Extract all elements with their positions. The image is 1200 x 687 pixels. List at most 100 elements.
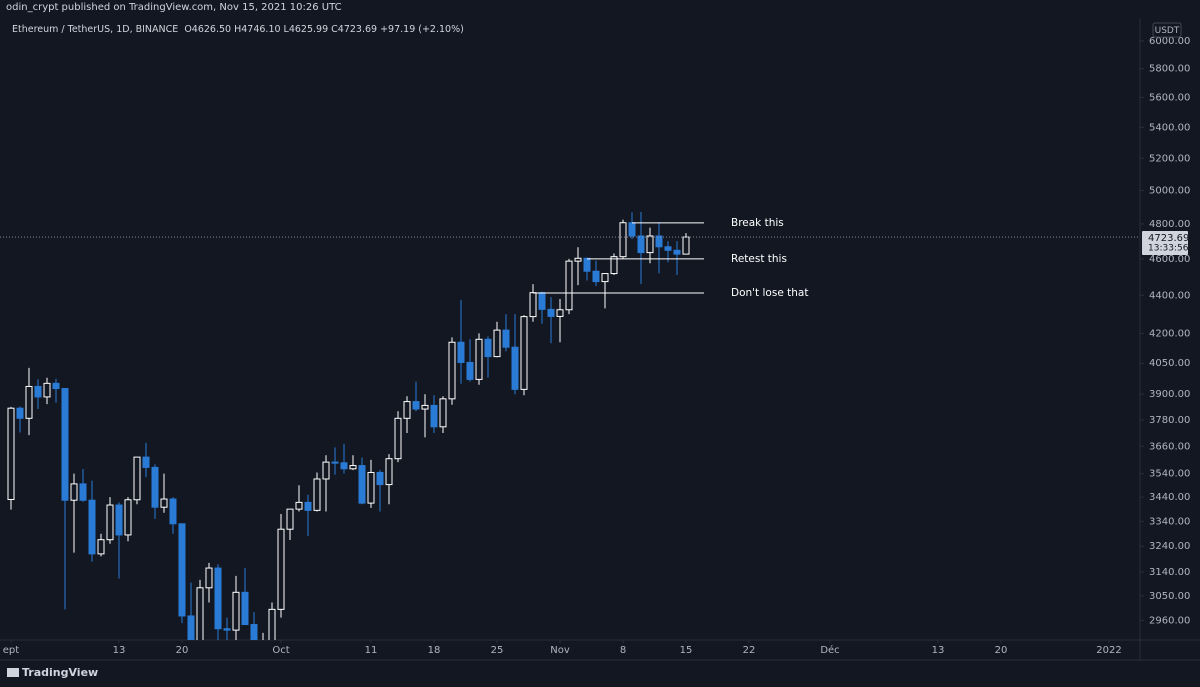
candle-up bbox=[196, 587, 204, 640]
annotation: Break this bbox=[731, 217, 784, 229]
candle-down bbox=[583, 257, 591, 272]
x-tick-label: 20 bbox=[995, 645, 1008, 656]
candle-down bbox=[250, 624, 258, 640]
y-tick-label: 3900.00 bbox=[1149, 389, 1190, 400]
x-tick-label: Déc bbox=[820, 644, 839, 656]
candle-down bbox=[358, 465, 366, 504]
candle-up bbox=[421, 404, 429, 410]
candle-up bbox=[520, 316, 528, 390]
y-tick-label: 5200.00 bbox=[1149, 153, 1190, 164]
y-tick-label: 5400.00 bbox=[1149, 122, 1190, 133]
candle-down bbox=[430, 404, 438, 428]
y-tick-label: 3780.00 bbox=[1149, 415, 1190, 426]
ohlc-value: 4723.69 bbox=[337, 24, 378, 35]
candle-down bbox=[88, 499, 96, 555]
candle-down bbox=[61, 388, 69, 501]
candle-up bbox=[439, 398, 447, 428]
candle-down bbox=[628, 222, 636, 237]
plot bbox=[0, 212, 1140, 640]
candle-down bbox=[592, 270, 600, 283]
ohlc-value: 4746.10 bbox=[241, 24, 281, 35]
currency-box bbox=[1152, 22, 1182, 38]
candle-down bbox=[79, 483, 87, 501]
y-tick-label: 3340.00 bbox=[1149, 516, 1190, 527]
candle-up bbox=[601, 273, 609, 283]
candle-down bbox=[511, 346, 519, 390]
candle-up bbox=[286, 508, 294, 530]
candle-down bbox=[340, 462, 348, 470]
candle-down bbox=[241, 591, 249, 626]
candle-down bbox=[457, 341, 465, 363]
y-tick-label: 3660.00 bbox=[1149, 441, 1190, 452]
x-tick-label: 11 bbox=[365, 645, 378, 656]
candle-up bbox=[25, 385, 33, 419]
candle-up bbox=[493, 329, 501, 358]
candle-down bbox=[115, 504, 123, 536]
candle-up bbox=[448, 341, 456, 400]
x-tick-label: 8 bbox=[620, 645, 626, 656]
candle-up bbox=[106, 504, 114, 541]
x-tick-label: ept bbox=[3, 645, 20, 656]
candle-down bbox=[223, 628, 231, 631]
y-tick-label: 4200.00 bbox=[1149, 328, 1190, 339]
last-price-label: 4723.69 bbox=[1148, 233, 1189, 244]
x-tick-label: 2022 bbox=[1096, 645, 1121, 656]
candle-up bbox=[43, 382, 51, 398]
candle-up bbox=[529, 292, 537, 318]
x-tick-label: 22 bbox=[743, 645, 756, 656]
y-tick-label: 6000.00 bbox=[1149, 36, 1190, 47]
ohlc-value: 4626.50 bbox=[191, 24, 232, 35]
candle-down bbox=[664, 246, 672, 251]
ohlc-label: L bbox=[283, 24, 289, 35]
candle-down bbox=[52, 382, 60, 390]
candle-down bbox=[673, 249, 681, 255]
x-tick-label: 20 bbox=[176, 645, 189, 656]
last-price-box bbox=[1142, 231, 1188, 256]
currency: USDT bbox=[1155, 26, 1180, 36]
x-tick-label: 13 bbox=[932, 645, 945, 656]
candle-down bbox=[142, 456, 150, 468]
candle-up bbox=[556, 309, 564, 317]
candle-down bbox=[412, 401, 420, 410]
candle-up bbox=[574, 257, 582, 262]
candle-down bbox=[466, 361, 474, 380]
candle-down bbox=[304, 501, 312, 511]
y-tick-label: 4400.00 bbox=[1149, 290, 1190, 301]
y-tick-label: 3440.00 bbox=[1149, 492, 1190, 503]
candle-up bbox=[367, 471, 375, 504]
y-tick-label: 3240.00 bbox=[1149, 541, 1190, 552]
candle-up bbox=[295, 501, 303, 510]
annotation: Don't lose that bbox=[731, 287, 808, 299]
candle-up bbox=[124, 499, 132, 536]
candle-up bbox=[133, 456, 141, 501]
ohlc-label: O bbox=[184, 24, 192, 35]
x-tick-label: Oct bbox=[272, 645, 289, 656]
candle-up bbox=[205, 567, 213, 589]
candle-up bbox=[232, 591, 240, 631]
candle-up bbox=[394, 417, 402, 460]
candle-up bbox=[385, 458, 393, 486]
candle-down bbox=[169, 498, 177, 525]
candle-up bbox=[403, 401, 411, 419]
candle-up bbox=[682, 236, 690, 255]
candle-up bbox=[565, 260, 573, 311]
ohlc-label: C bbox=[331, 24, 338, 35]
candle-up bbox=[160, 498, 168, 508]
candle-up bbox=[322, 461, 330, 480]
candle-down bbox=[151, 466, 159, 508]
y-tick-label: 3540.00 bbox=[1149, 469, 1190, 480]
candle-up bbox=[619, 222, 627, 258]
publisher-line: odin_crypt published on TradingView.com,… bbox=[6, 2, 342, 13]
candle-down bbox=[178, 523, 186, 617]
x-tick-label: Nov bbox=[550, 645, 570, 656]
y-tick-label: 5800.00 bbox=[1149, 64, 1190, 75]
candle-up bbox=[268, 608, 276, 640]
candle-up bbox=[646, 235, 654, 254]
symbol: Ethereum / TetherUS, 1D, BINANCE bbox=[12, 24, 179, 35]
candle-down bbox=[376, 471, 384, 486]
candle-down bbox=[538, 292, 546, 310]
brand: TradingView bbox=[22, 666, 99, 679]
y-tick-label: 5600.00 bbox=[1149, 92, 1190, 103]
candle-down bbox=[655, 235, 663, 248]
